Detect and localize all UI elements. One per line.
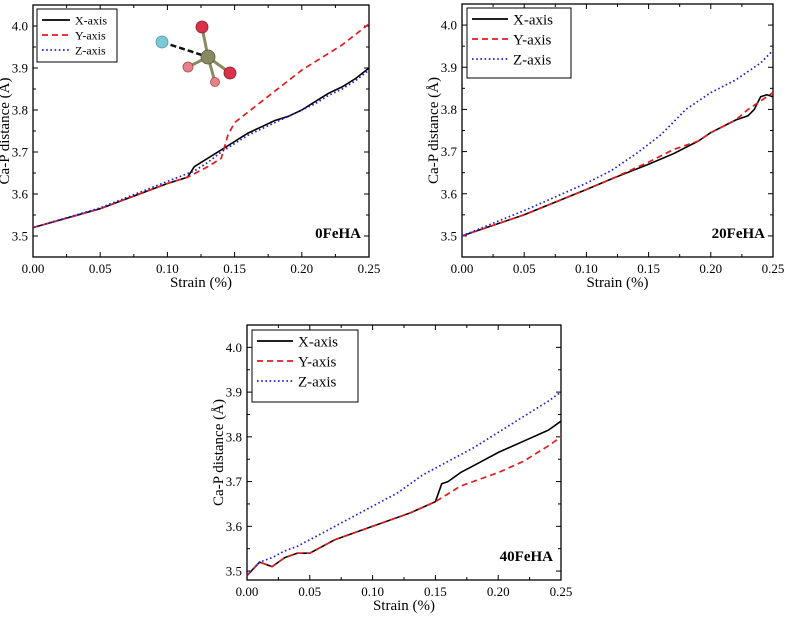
panel-label: 40FeHA bbox=[500, 549, 553, 565]
y-tick-label: 3.9 bbox=[12, 61, 28, 76]
y-tick-label: 3.8 bbox=[226, 429, 242, 444]
o-atom bbox=[223, 66, 237, 80]
legend-label: Z-axis bbox=[298, 374, 336, 390]
y-tick-label: 3.5 bbox=[12, 229, 28, 244]
y-tick-label: 3.8 bbox=[12, 103, 28, 118]
x-tick-label: 0.05 bbox=[89, 261, 112, 276]
chart-panel-20feha: 0.00 0.05 0.10 0.15 0.20 0.25 3.5 3.6 3.7 3.8 3.9 4… bbox=[426, 3, 785, 291]
series-line-z-axis bbox=[246, 391, 562, 577]
x-tick-label: 0.25 bbox=[762, 261, 785, 276]
y-tick-label: 3.7 bbox=[441, 144, 458, 159]
x-tick-label: 0.15 bbox=[637, 261, 660, 276]
panel-label: 0FeHA bbox=[315, 226, 361, 242]
y-tick-label: 4.0 bbox=[226, 340, 242, 355]
y-tick-label: 3.7 bbox=[12, 145, 29, 160]
y-tick-label: 3.5 bbox=[441, 228, 457, 243]
y-tick-label: 3.6 bbox=[226, 519, 243, 534]
x-tick-label: 0.00 bbox=[22, 261, 45, 276]
x-axis-title: Strain (%) bbox=[586, 275, 648, 291]
legend: X-axis Y-axis Z-axis bbox=[466, 7, 572, 79]
ca-p-molecule-icon bbox=[155, 20, 237, 87]
y-tick-label: 3.6 bbox=[12, 187, 29, 202]
legend-box bbox=[251, 329, 359, 403]
y-tick-label: 3.8 bbox=[441, 102, 457, 117]
series-line-y-axis bbox=[32, 23, 370, 229]
x-tick-label: 0.15 bbox=[223, 261, 246, 276]
legend-label: Z-axis bbox=[75, 43, 106, 57]
y-tick-label: 3.9 bbox=[226, 385, 242, 400]
chart-panel-0feha: 0.00 0.05 0.10 0.15 0.20 0.25 3.5 3.6 3.7 3.8 3.9 4… bbox=[0, 4, 381, 291]
x-tick-label: 0.00 bbox=[451, 261, 474, 276]
x-tick-label: 0.25 bbox=[550, 584, 573, 599]
legend-label: Y-axis bbox=[513, 32, 551, 48]
y-axis-title: Ca-P distance (Å) bbox=[426, 77, 442, 184]
y-tick-label: 3.7 bbox=[226, 474, 243, 489]
o-atom bbox=[182, 61, 194, 73]
x-tick-label: 0.05 bbox=[513, 261, 536, 276]
o-atom bbox=[210, 77, 220, 87]
series-line-y-axis bbox=[461, 91, 774, 237]
legend-label: X-axis bbox=[513, 12, 553, 28]
x-tick-label: 0.10 bbox=[156, 261, 179, 276]
y-tick-label: 4.0 bbox=[441, 18, 457, 33]
series-line-z-axis bbox=[32, 69, 370, 229]
p-atom bbox=[200, 49, 216, 65]
ca-p-bond-dashed bbox=[161, 40, 209, 59]
y-axis-title: Ca-P distance (Å) bbox=[0, 78, 13, 185]
series-line-y-axis bbox=[246, 436, 562, 577]
x-tick-label: 0.15 bbox=[424, 584, 447, 599]
chart-panel-40feha: 0.00 0.05 0.10 0.15 0.20 0.25 3.5 3.6 3.7 3.8 3.9 4… bbox=[211, 324, 573, 614]
legend-label: Z-axis bbox=[513, 52, 551, 68]
ca-atom bbox=[155, 35, 169, 49]
x-tick-label: 0.25 bbox=[358, 261, 381, 276]
y-tick-label: 3.5 bbox=[226, 564, 242, 579]
legend-box bbox=[36, 8, 118, 63]
o-atom bbox=[195, 20, 209, 34]
x-tick-label: 0.20 bbox=[290, 261, 313, 276]
x-tick-label: 0.10 bbox=[361, 584, 384, 599]
x-tick-label: 0.00 bbox=[236, 584, 259, 599]
panel-label: 20FeHA bbox=[712, 226, 765, 242]
series-line-x-axis bbox=[461, 93, 774, 237]
x-tick-label: 0.20 bbox=[699, 261, 722, 276]
legend-label: X-axis bbox=[75, 13, 107, 27]
legend-label: Y-axis bbox=[298, 354, 336, 370]
x-tick-label: 0.05 bbox=[298, 584, 321, 599]
x-tick-label: 0.20 bbox=[487, 584, 510, 599]
legend-label: X-axis bbox=[298, 334, 338, 350]
series-line-x-axis bbox=[32, 67, 370, 229]
x-axis-title: Strain (%) bbox=[373, 598, 435, 614]
legend: X-axis Y-axis Z-axis bbox=[251, 329, 359, 403]
y-tick-label: 3.6 bbox=[441, 186, 458, 201]
x-tick-label: 0.10 bbox=[575, 261, 598, 276]
y-axis-title: Ca-P distance (Å) bbox=[211, 399, 227, 506]
x-axis-title: Strain (%) bbox=[170, 275, 232, 291]
legend-label: Y-axis bbox=[75, 28, 106, 42]
series-line-z-axis bbox=[461, 49, 774, 237]
y-tick-label: 4.0 bbox=[12, 19, 28, 34]
y-tick-label: 3.9 bbox=[441, 60, 457, 75]
